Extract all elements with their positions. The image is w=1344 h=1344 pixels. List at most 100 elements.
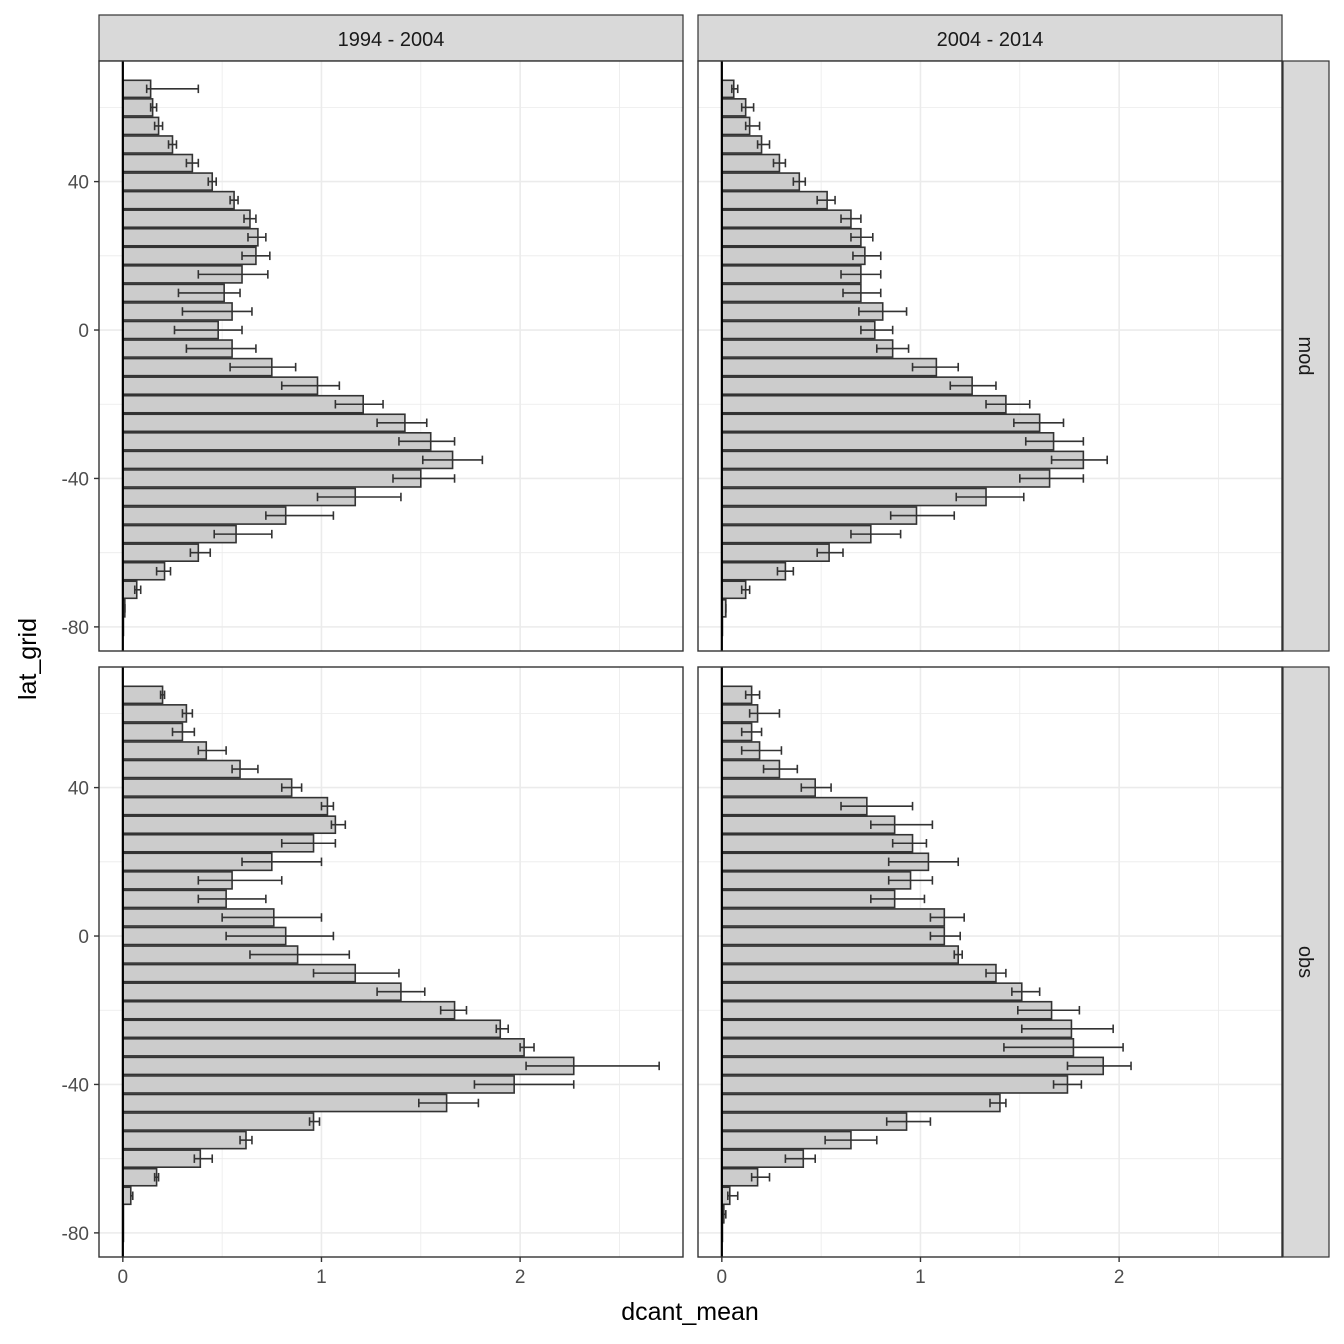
bar (122, 432, 432, 451)
bar (721, 1093, 1001, 1113)
bar (721, 209, 852, 229)
bar (721, 543, 830, 563)
bar (122, 227, 259, 247)
panel-mod-2004-2014 (697, 60, 1283, 652)
x-tick-label: 1 (316, 1267, 327, 1288)
bar (122, 246, 257, 266)
bar (122, 1130, 247, 1150)
bar (122, 778, 293, 797)
strip-row-1 (1282, 60, 1330, 652)
bar (122, 172, 214, 191)
strip-row-1-label: mod (1294, 337, 1316, 376)
bar (122, 1167, 158, 1187)
bar (721, 339, 894, 358)
bar (122, 469, 422, 488)
panel-border (98, 666, 684, 1258)
bar (122, 413, 406, 433)
bar (721, 135, 763, 154)
panel-mod-1994-2004 (98, 60, 684, 652)
bar (122, 1093, 448, 1113)
x-tick-label: 0 (717, 1267, 728, 1288)
bar (721, 320, 876, 340)
bar (721, 1000, 1053, 1020)
bar (122, 685, 164, 705)
bar (721, 561, 787, 581)
panel-border (697, 60, 1283, 652)
bar (122, 506, 287, 525)
bar (122, 815, 337, 835)
bar (721, 815, 896, 835)
bar (122, 1112, 315, 1131)
bar (122, 796, 329, 816)
x-axis-title: dcant_mean (621, 1298, 759, 1326)
y-tick-label: -80 (62, 618, 89, 639)
bar (122, 1149, 202, 1169)
bar (122, 135, 174, 154)
bar (721, 413, 1041, 433)
x-tick-label: 2 (1114, 1267, 1125, 1288)
bar (721, 963, 997, 983)
x-axis-ticks: 0 1 2 0 1 2 (118, 1257, 1125, 1288)
bar (122, 1075, 515, 1094)
bar (122, 1186, 132, 1206)
bar (122, 209, 251, 229)
bar (122, 1038, 525, 1057)
bar (721, 1075, 1069, 1094)
y-tick-label: 0 (78, 927, 89, 948)
bar (122, 1056, 575, 1076)
bar (721, 982, 1023, 1002)
bar (122, 394, 364, 414)
bar (721, 432, 1055, 451)
bar (721, 376, 973, 396)
bar (721, 945, 960, 964)
strip-col-1-label: 1994 - 2004 (338, 29, 445, 51)
bar (122, 98, 154, 117)
bar (122, 116, 160, 136)
panel-border (697, 666, 1283, 1258)
bar (122, 1019, 502, 1039)
bar (122, 741, 208, 760)
panel-border (98, 60, 684, 652)
bar (721, 1019, 1073, 1039)
x-tick-label: 2 (515, 1267, 526, 1288)
y-tick-label: 0 (78, 321, 89, 342)
bar (721, 357, 938, 377)
bar (721, 506, 918, 525)
bar (122, 704, 188, 723)
bar (122, 982, 402, 1002)
bar (721, 889, 896, 909)
bar (721, 394, 1007, 414)
bar (721, 153, 781, 173)
bar (721, 283, 862, 303)
panel-obs-2004-2014 (697, 666, 1283, 1258)
y-tick-label: 40 (68, 779, 89, 800)
bar (721, 265, 862, 284)
strip-row-2-label: obs (1294, 946, 1316, 978)
bar (122, 543, 200, 563)
bar (721, 246, 866, 266)
bar (721, 487, 987, 507)
x-tick-label: 1 (915, 1267, 926, 1288)
bar (122, 450, 454, 470)
strip-col-2-label: 2004 - 2014 (937, 29, 1044, 51)
bar (721, 926, 946, 946)
strip-row-2 (1282, 666, 1330, 1258)
bar (721, 524, 872, 544)
bar (721, 227, 862, 247)
bar (721, 172, 801, 191)
bar (721, 1056, 1105, 1076)
y-tick-label: 40 (68, 173, 89, 194)
bar (721, 190, 828, 210)
y-tick-label: -80 (62, 1224, 89, 1245)
y-axis-ticks: -80 -40 0 40 -80 -40 0 40 (62, 173, 99, 1245)
bar (721, 908, 946, 927)
bar (721, 450, 1085, 470)
bar (721, 469, 1051, 488)
bar (122, 190, 235, 210)
bar (122, 1000, 456, 1020)
y-tick-label: -40 (62, 1075, 89, 1096)
bar (122, 153, 194, 173)
y-tick-label: -40 (62, 469, 89, 490)
y-axis-title: lat_grid (14, 618, 42, 700)
